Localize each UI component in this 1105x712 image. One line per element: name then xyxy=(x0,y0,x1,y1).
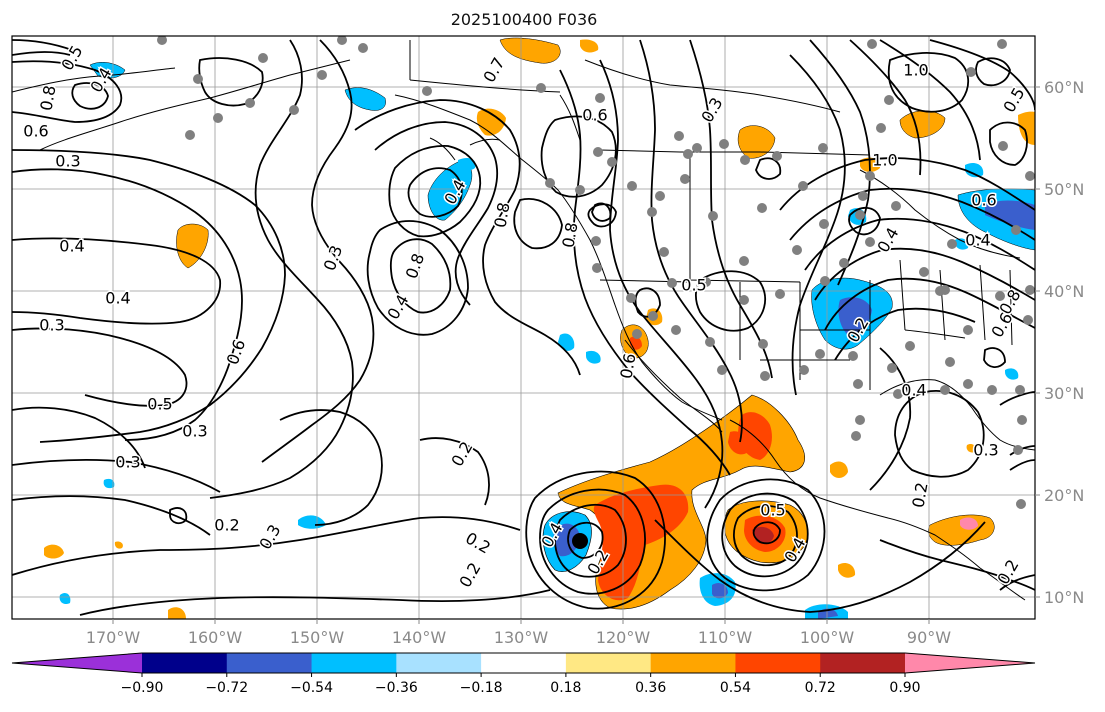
contour-label: 0.6 xyxy=(23,122,48,141)
colorbar-tick-label: 0.54 xyxy=(720,680,751,696)
contour-label: 0.6 xyxy=(582,106,607,125)
colorbar-band xyxy=(226,653,313,673)
map-title: 2025100400 F036 xyxy=(450,10,598,29)
longitude-ticks: 170°W 160°W 150°W 140°W 130°W 120°W 110°W 100°W… xyxy=(86,619,951,647)
coastlines xyxy=(12,40,1035,601)
lon-tick-label: 130°W xyxy=(494,628,549,647)
contour-label: 0.3 xyxy=(182,422,207,441)
contour-label: 0.4 xyxy=(105,289,130,308)
lon-tick-label: 120°W xyxy=(596,628,651,647)
colorbar-tick-label: 0.72 xyxy=(805,680,836,696)
map-frame xyxy=(11,35,1036,620)
contour-label: 0.4 xyxy=(901,381,926,400)
lon-tick-label: 90°W xyxy=(907,628,951,647)
contour-label: 0.3 xyxy=(973,441,998,460)
colorbar-band xyxy=(481,653,567,673)
colorbar: −0.90 −0.72 −0.54 −0.36 −0.18 0.18 0.36 0.54 0.7… xyxy=(11,652,1036,696)
colorbar-tick-label: 0.90 xyxy=(889,680,920,696)
colorbar-band xyxy=(311,653,397,673)
lat-tick-label: 30°N xyxy=(1044,384,1084,403)
colorbar-band xyxy=(565,653,652,673)
contour-label: 0.5 xyxy=(681,276,706,295)
lon-tick-label: 160°W xyxy=(188,628,243,647)
lon-tick-label: 170°W xyxy=(86,628,141,647)
contour-label: 0.5 xyxy=(760,501,785,520)
colorbar-tick-label: −0.36 xyxy=(375,680,418,696)
station-dots xyxy=(157,36,1035,509)
contour-label: 0.3 xyxy=(115,453,140,472)
storm-center-marker xyxy=(572,533,588,549)
colorbar-extend-high xyxy=(905,653,1035,673)
contour-label: 0.2 xyxy=(214,516,239,535)
colorbar-band xyxy=(142,653,228,673)
contour-label: 0.6 xyxy=(616,352,639,380)
colorbar-tick-label: 0.18 xyxy=(550,680,581,696)
contour-label: 0.4 xyxy=(965,231,990,250)
contour-label: 0.5 xyxy=(147,395,172,414)
colorbar-tick-label: −0.18 xyxy=(460,680,503,696)
colorbar-tick-label: −0.54 xyxy=(290,680,333,696)
contour-label: 0.4 xyxy=(59,237,84,256)
lat-tick-label: 40°N xyxy=(1044,282,1084,301)
contour-label: 1.0 xyxy=(903,61,928,80)
lon-tick-label: 150°W xyxy=(290,628,345,647)
contour-label: 0.6 xyxy=(971,191,996,210)
colorbar-band xyxy=(396,653,482,673)
lat-tick-label: 60°N xyxy=(1044,78,1084,97)
colorbar-extend-low xyxy=(12,653,142,673)
lon-tick-label: 110°W xyxy=(698,628,753,647)
contour-label: 0.3 xyxy=(55,152,80,171)
lat-tick-label: 20°N xyxy=(1044,486,1084,505)
colorbar-tick-label: −0.72 xyxy=(205,680,248,696)
lon-tick-label: 100°W xyxy=(800,628,855,647)
lon-tick-label: 140°W xyxy=(392,628,447,647)
colorbar-tick-label: 0.36 xyxy=(635,680,666,696)
contour-label: 0.3 xyxy=(39,316,64,335)
colorbar-tick-label: −0.90 xyxy=(121,680,164,696)
colorbar-band xyxy=(735,653,821,673)
lat-tick-label: 10°N xyxy=(1044,588,1084,607)
lat-tick-label: 50°N xyxy=(1044,180,1084,199)
contour-label: 0.8 xyxy=(490,201,513,229)
contour-label: 1.0 xyxy=(872,151,897,170)
latitude-ticks: 10°N 20°N 30°N 40°N 50°N 60°N xyxy=(1035,78,1084,607)
colorbar-band xyxy=(820,653,906,673)
contour-lines xyxy=(12,39,1035,616)
colorbar-band xyxy=(650,653,736,673)
